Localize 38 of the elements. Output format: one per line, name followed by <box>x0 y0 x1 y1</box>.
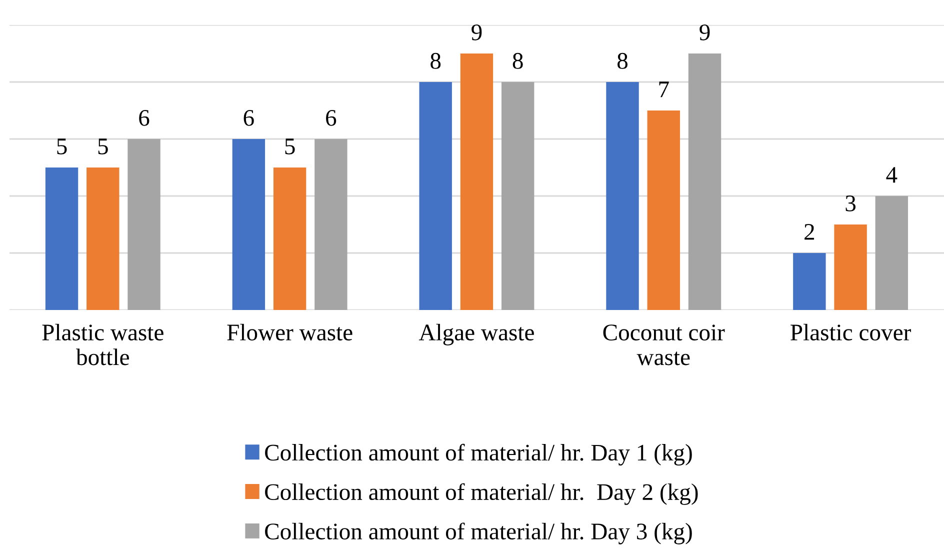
bar <box>793 253 826 310</box>
bar <box>834 224 867 310</box>
data-label: 2 <box>804 224 814 240</box>
data-label: 7 <box>659 82 669 98</box>
bar <box>501 82 534 310</box>
data-label: 5 <box>285 138 295 154</box>
data-label: 6 <box>326 110 336 126</box>
data-label: 9 <box>472 24 482 40</box>
bar <box>606 82 639 310</box>
bar <box>688 54 722 310</box>
bar <box>419 82 452 310</box>
legend-label: Collection amount of material/ hr. Day 3 (kg) <box>265 522 692 544</box>
data-label: 5 <box>57 138 67 154</box>
x-tick-label: Flower waste <box>227 324 352 341</box>
bar <box>647 110 680 310</box>
bar <box>314 139 348 310</box>
x-tick-label: Plastic cover <box>790 324 911 341</box>
bar <box>232 139 266 310</box>
bar <box>86 168 120 310</box>
data-label: 9 <box>700 24 710 40</box>
data-label: 3 <box>846 196 856 212</box>
data-label: 8 <box>430 52 441 69</box>
data-label: 6 <box>244 110 254 126</box>
bar <box>273 168 306 310</box>
data-label: 8 <box>512 52 523 69</box>
data-label: 6 <box>139 110 150 126</box>
legend-label: Collection amount of material/ hr. Day 2 (kg) <box>265 483 698 505</box>
bar <box>875 196 908 310</box>
bar <box>128 139 160 310</box>
bar <box>460 54 494 310</box>
x-tick-label: Coconut coir waste <box>603 324 725 366</box>
data-label: 8 <box>618 52 628 69</box>
legend-label: Collection amount of material/ hr. Day 1 (kg) <box>265 444 692 466</box>
x-tick-label: Algae waste <box>418 324 534 346</box>
data-label: 4 <box>886 167 898 183</box>
x-tick-label: Plastic waste bottle <box>42 324 164 366</box>
bar <box>45 168 78 310</box>
data-label: 5 <box>98 138 108 154</box>
